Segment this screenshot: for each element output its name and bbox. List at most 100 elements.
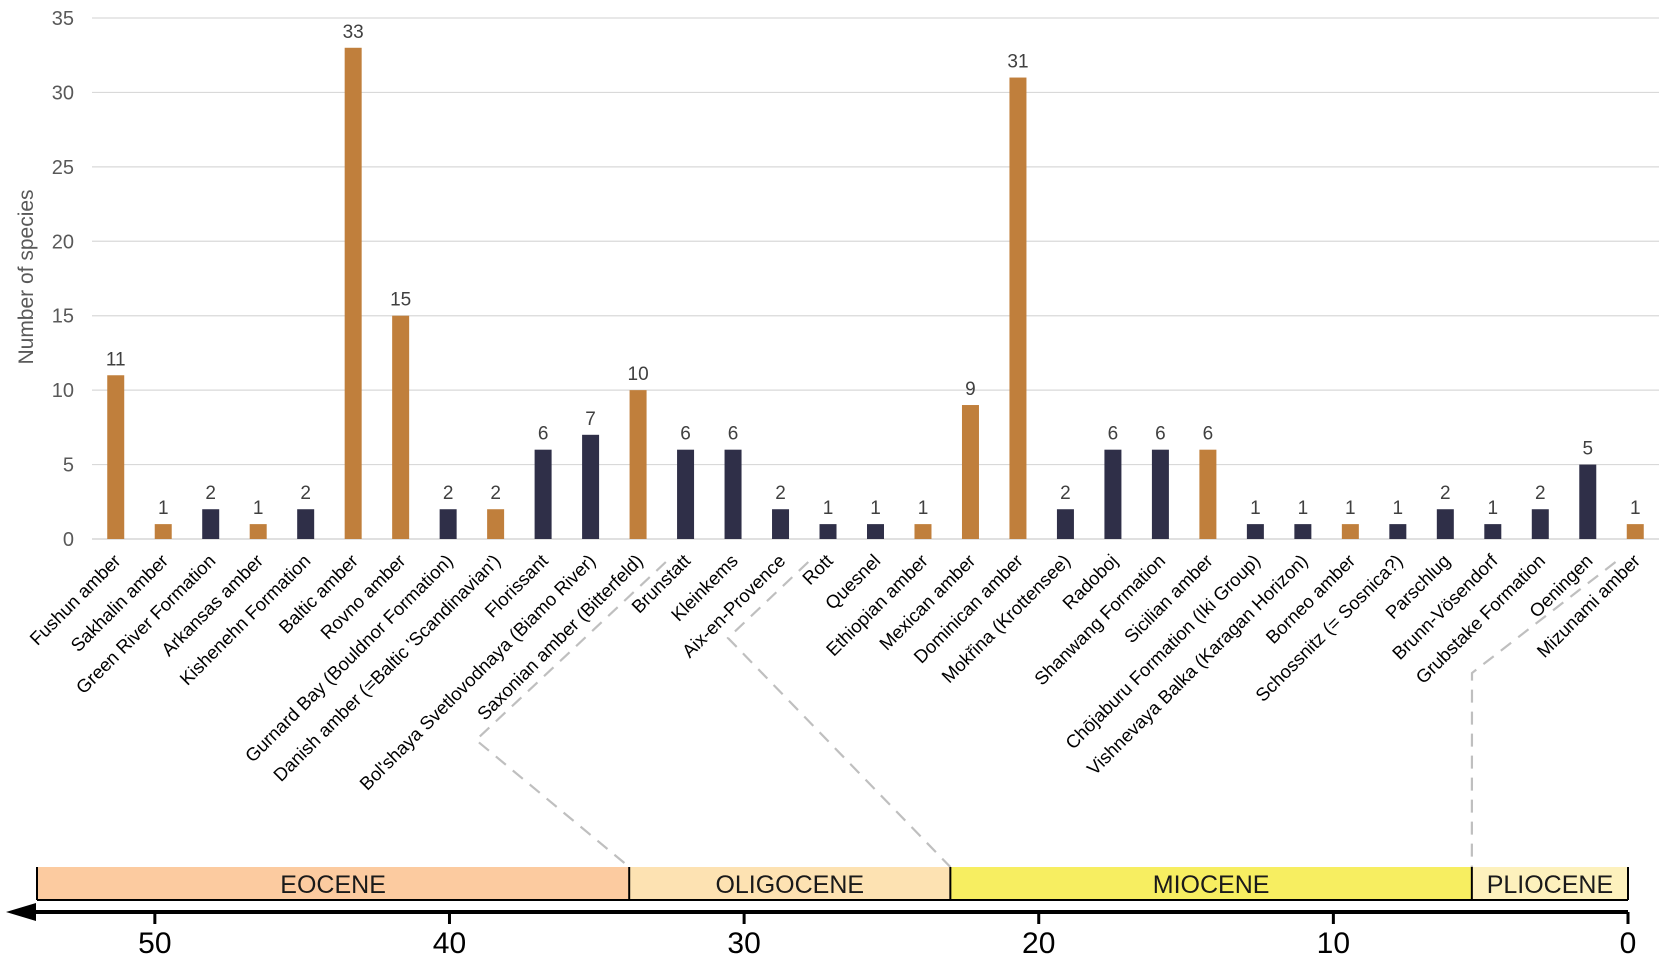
data-label: 1 xyxy=(253,498,264,519)
data-label: 2 xyxy=(775,483,786,504)
data-label: 15 xyxy=(390,290,411,311)
bar xyxy=(1104,449,1122,539)
epoch-band xyxy=(629,867,951,900)
data-label: 1 xyxy=(823,498,834,519)
bar xyxy=(1341,524,1359,539)
epoch-label: MIOCENE xyxy=(1153,871,1270,899)
y-axis-title: Number of species xyxy=(15,189,38,364)
bar xyxy=(1151,449,1169,539)
category-label: Rott xyxy=(798,550,837,589)
data-label: 33 xyxy=(343,22,364,43)
bar xyxy=(1009,77,1027,540)
epoch-band xyxy=(1471,867,1628,900)
epoch-connector xyxy=(726,561,952,868)
data-label: 6 xyxy=(538,424,549,445)
data-label: 2 xyxy=(1535,483,1546,504)
epoch-label: EOCENE xyxy=(280,871,386,899)
data-label: 1 xyxy=(1298,498,1309,519)
data-label: 6 xyxy=(680,424,691,445)
bars xyxy=(107,47,1644,540)
data-label: 2 xyxy=(490,483,501,504)
data-label: 1 xyxy=(1345,498,1356,519)
bar xyxy=(677,449,695,539)
y-tick-label: 25 xyxy=(52,157,74,179)
y-tick-label: 30 xyxy=(52,82,74,104)
bar xyxy=(629,390,647,539)
bar xyxy=(344,47,362,540)
epoch-label: PLIOCENE xyxy=(1487,871,1613,899)
data-label: 6 xyxy=(1203,424,1214,445)
data-label: 31 xyxy=(1007,52,1028,73)
y-tick-label: 20 xyxy=(52,231,74,253)
data-label: 5 xyxy=(1582,439,1593,460)
bar xyxy=(154,524,172,539)
y-tick-label: 15 xyxy=(52,306,74,328)
bar xyxy=(1389,524,1407,539)
data-label: 2 xyxy=(205,483,216,504)
bar xyxy=(1626,524,1644,539)
data-label: 10 xyxy=(628,364,649,385)
epoch-connector xyxy=(1470,561,1617,868)
y-tick-label: 5 xyxy=(63,455,74,477)
bar xyxy=(914,524,932,539)
bar xyxy=(1579,464,1597,539)
data-label: 1 xyxy=(870,498,881,519)
data-label: 11 xyxy=(106,349,126,370)
epoch-band xyxy=(950,867,1472,900)
bar xyxy=(961,405,979,539)
time-axis-arrow xyxy=(6,903,36,921)
data-label: 1 xyxy=(158,498,169,519)
data-label: 2 xyxy=(300,483,311,504)
gridlines xyxy=(92,17,1659,540)
data-label: 9 xyxy=(965,379,976,400)
y-tick-label: 10 xyxy=(52,380,74,402)
time-tick-label: 50 xyxy=(138,927,171,960)
data-label: 7 xyxy=(585,409,596,430)
time-tick-label: 30 xyxy=(727,927,760,960)
bar xyxy=(1294,524,1312,539)
bar xyxy=(1484,524,1502,539)
bar xyxy=(867,524,884,539)
epoch-band xyxy=(37,867,630,900)
data-label: 6 xyxy=(1108,424,1119,445)
bar xyxy=(1056,509,1074,539)
time-tick-label: 20 xyxy=(1022,927,1055,960)
bar xyxy=(487,509,505,539)
bar xyxy=(534,449,552,539)
bar xyxy=(1246,524,1264,539)
bar xyxy=(1436,509,1454,539)
bar xyxy=(1531,509,1549,539)
time-tick-label: 40 xyxy=(433,927,466,960)
data-label: 1 xyxy=(1630,498,1641,519)
data-label: 2 xyxy=(1440,483,1451,504)
bar xyxy=(1199,449,1217,539)
bar xyxy=(819,524,837,539)
y-axis-ticks: 0 5 10 15 20 25 30 35 xyxy=(52,8,74,551)
data-label: 6 xyxy=(1155,424,1166,445)
bar xyxy=(249,524,267,539)
data-label: 1 xyxy=(1393,498,1404,519)
data-label: 6 xyxy=(728,424,739,445)
data-label: 1 xyxy=(1488,498,1499,519)
timescale: EOCENE OLIGOCENE MIOCENE PLIOCENE 50 40 30 20 10… xyxy=(6,867,1636,960)
data-label: 1 xyxy=(1250,498,1261,519)
epoch-label: OLIGOCENE xyxy=(715,871,864,899)
data-label: 2 xyxy=(443,483,454,504)
time-tick-label: 0 xyxy=(1620,927,1637,960)
bar xyxy=(724,449,742,539)
bar xyxy=(392,315,410,539)
bar xyxy=(582,434,600,539)
time-tick-label: 10 xyxy=(1317,927,1350,960)
bar xyxy=(772,509,790,539)
data-label: 1 xyxy=(918,498,929,519)
bar xyxy=(107,375,125,539)
bar xyxy=(202,509,220,539)
y-tick-label: 35 xyxy=(52,8,74,30)
data-label: 2 xyxy=(1060,483,1071,504)
y-tick-label: 0 xyxy=(63,529,74,551)
bar xyxy=(439,509,457,539)
epoch-connectors xyxy=(474,561,1617,868)
